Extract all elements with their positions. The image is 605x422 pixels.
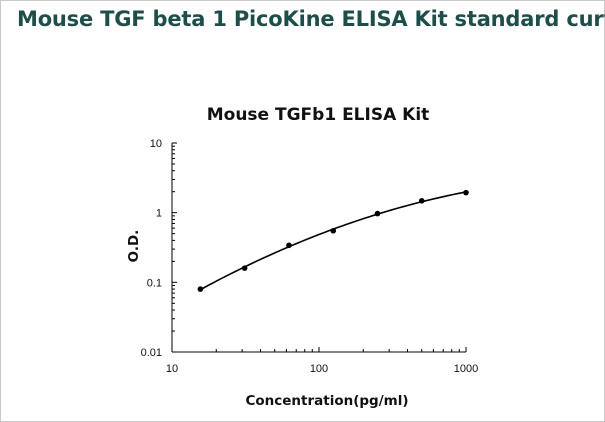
data-points [197,189,469,292]
chart-title: Mouse TGFb1 ELISA Kit [207,105,430,125]
data-point [330,227,337,234]
data-point [374,210,381,217]
x-tick-label: 1000 [454,363,478,375]
data-point [418,198,425,204]
data-point [463,189,469,196]
y-tick-label: 0.1 [147,277,162,289]
x-axis-label: Concentration(pg/ml) [245,393,408,409]
data-point [197,286,204,292]
y-axis-label: O.D. [126,230,142,263]
y-axis-ticks: 10 1 0.1 0.01 [141,138,177,359]
x-tick-label: 100 [310,363,328,375]
y-tick-label: 1 [156,208,162,220]
x-axis-ticks: 10 100 1000 [166,347,478,375]
x-tick-label: 10 [166,363,178,375]
y-tick-label: 0.01 [141,347,162,359]
y-tick-label: 10 [150,138,162,150]
standard-curve-fit-line [200,191,467,291]
page-title: Mouse TGF beta 1 PicoKine ELISA Kit stan… [17,7,605,31]
data-point [286,242,292,249]
data-point [241,265,248,271]
